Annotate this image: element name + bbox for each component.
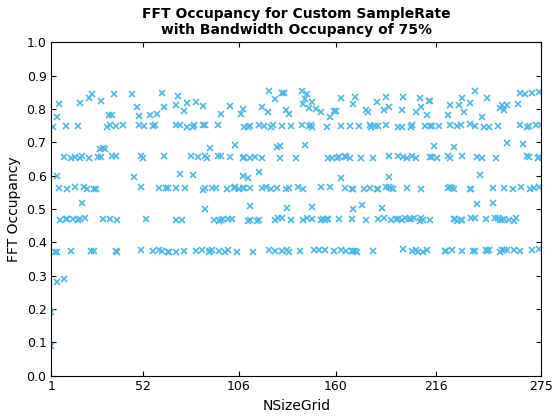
X-axis label: NSizeGrid: NSizeGrid [262,399,330,413]
Y-axis label: FFT Occupancy: FFT Occupancy [7,156,21,262]
Title: FFT Occupancy for Custom SampleRate
with Bandwidth Occupancy of 75%: FFT Occupancy for Custom SampleRate with… [142,7,451,37]
